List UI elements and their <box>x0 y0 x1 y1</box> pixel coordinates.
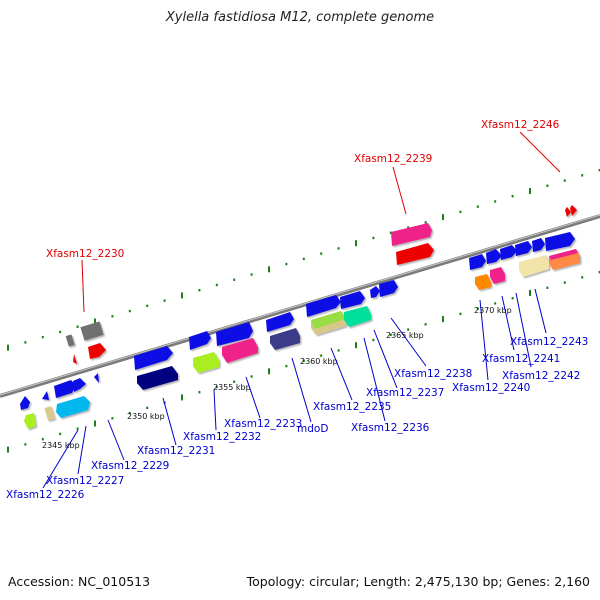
gene-feature[interactable] <box>222 338 258 363</box>
callout-line <box>515 292 532 368</box>
gene-feature[interactable] <box>134 346 173 370</box>
gene-feature[interactable] <box>216 322 253 346</box>
scale-label: 2350 kbp <box>127 412 165 421</box>
gene-feature[interactable] <box>306 295 341 317</box>
gene-labels: Xfasm12_2226 Xfasm12_2227 Xfasm12_2229 X… <box>6 119 588 501</box>
gene-feature[interactable] <box>80 321 104 341</box>
gene-feature[interactable] <box>189 331 211 350</box>
callout-line <box>363 337 386 422</box>
gene-feature[interactable] <box>44 406 55 421</box>
scale-label: 2345 kbp <box>42 441 80 450</box>
callout-line <box>107 419 125 461</box>
gene-feature[interactable] <box>73 378 86 392</box>
gene-label[interactable]: Xfasm12_2229 <box>91 460 169 472</box>
gene-feature[interactable] <box>266 312 294 332</box>
gene-label[interactable]: mdoD <box>297 423 328 435</box>
callout-line <box>213 389 217 431</box>
gene-feature[interactable] <box>515 241 532 256</box>
callout-line <box>501 295 515 351</box>
callout-line <box>245 376 261 419</box>
callout-line <box>77 425 87 475</box>
callout-line <box>330 347 353 401</box>
genome-backbone <box>0 214 600 398</box>
gene-label[interactable]: Xfasm12_2232 <box>183 431 261 443</box>
map-title: Xylella fastidiosa M12, complete genome <box>165 10 435 25</box>
callout-line <box>162 397 177 446</box>
scale-labels: 2345 kbp 2350 kbp 2355 kbp 2360 kbp 2365… <box>42 306 512 450</box>
gene-feature[interactable] <box>396 243 434 265</box>
gene-feature[interactable] <box>56 396 90 418</box>
upper-tick-track <box>7 168 600 351</box>
callout-line <box>534 288 547 334</box>
gene-label[interactable]: Xfasm12_2227 <box>46 475 124 487</box>
gene-feature[interactable] <box>65 334 75 347</box>
gene-feature[interactable] <box>340 291 365 309</box>
gene-feature[interactable] <box>469 254 486 270</box>
callout-line <box>519 131 561 173</box>
gene-feature[interactable] <box>54 380 76 398</box>
gene-feature[interactable] <box>344 306 371 327</box>
gene-feature[interactable] <box>532 238 545 252</box>
scale-label: 2365 kbp <box>386 331 424 340</box>
gene-feature[interactable] <box>20 396 30 410</box>
callout-lines <box>42 131 561 489</box>
gene-feature[interactable] <box>570 205 577 216</box>
gene-label[interactable]: Xfasm12_2230 <box>46 248 124 260</box>
gene-feature[interactable] <box>193 352 219 373</box>
gene-label[interactable]: Xfasm12_2231 <box>137 445 215 457</box>
gene-feature[interactable] <box>370 286 380 298</box>
gene-feature[interactable] <box>545 232 575 251</box>
scale-label: 2370 kbp <box>474 306 512 315</box>
gene-feature[interactable] <box>88 343 106 359</box>
gene-label[interactable]: Xfasm12_2243 <box>510 336 588 348</box>
gene-label[interactable]: Xfasm12_2235 <box>313 401 391 413</box>
gene-label[interactable]: Xfasm12_2242 <box>502 370 580 382</box>
callout-line <box>373 329 398 389</box>
gene-feature[interactable] <box>270 328 300 350</box>
gene-feature[interactable] <box>379 280 398 297</box>
gene-feature[interactable] <box>490 267 505 284</box>
gene-label[interactable]: Xfasm12_2233 <box>224 418 302 430</box>
gene-label[interactable]: Xfasm12_2237 <box>366 387 444 399</box>
gene-feature[interactable] <box>486 249 502 264</box>
gene-feature[interactable] <box>94 373 99 383</box>
genome-backbone-highlight <box>0 214 600 396</box>
genome-summary-text: Topology: circular; Length: 2,475,130 bp… <box>246 574 590 589</box>
scale-label: 2360 kbp <box>300 357 338 366</box>
scale-label: 2355 kbp <box>213 383 251 392</box>
gene-label[interactable]: Xfasm12_2241 <box>482 353 560 365</box>
gene-label[interactable]: Xfasm12_2226 <box>6 489 85 501</box>
gene-feature[interactable] <box>500 245 517 260</box>
gene-label[interactable]: Xfasm12_2236 <box>351 422 430 434</box>
gene-label[interactable]: Xfasm12_2246 <box>481 119 560 131</box>
callout-line <box>390 317 427 367</box>
gene-feature[interactable] <box>549 249 578 260</box>
callout-line <box>42 429 79 489</box>
gene-features <box>20 205 580 429</box>
gene-feature[interactable] <box>42 391 49 400</box>
gene-feature[interactable] <box>565 207 571 217</box>
gene-label[interactable]: Xfasm12_2239 <box>354 153 432 165</box>
callout-line <box>392 166 407 215</box>
accession-text: Accession: NC_010513 <box>8 574 151 589</box>
gene-feature[interactable] <box>519 255 549 277</box>
gene-feature[interactable] <box>73 354 77 364</box>
callout-line <box>81 259 85 313</box>
gene-feature[interactable] <box>24 413 36 429</box>
callout-line <box>479 299 489 381</box>
gene-feature[interactable] <box>137 366 178 390</box>
gene-label[interactable]: Xfasm12_2238 <box>394 368 472 380</box>
callout-line <box>291 357 312 423</box>
gene-feature[interactable] <box>475 274 491 290</box>
gene-label[interactable]: Xfasm12_2240 <box>452 382 530 394</box>
gene-feature[interactable] <box>391 223 432 246</box>
gene-feature[interactable] <box>311 311 346 329</box>
